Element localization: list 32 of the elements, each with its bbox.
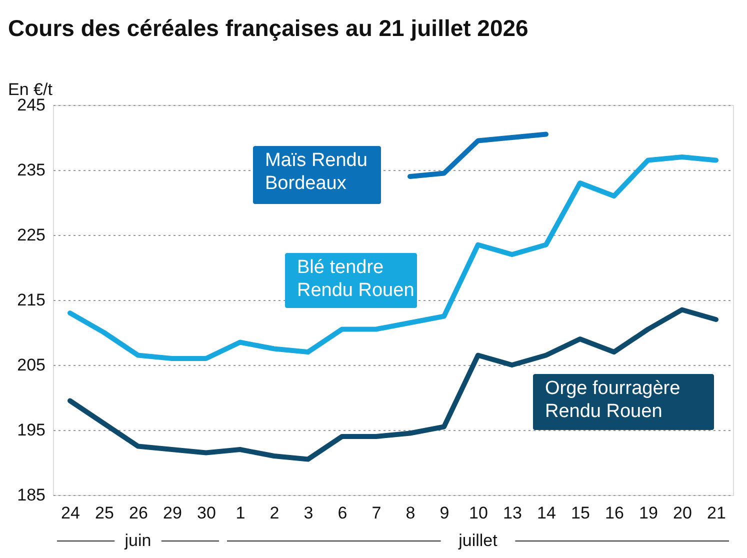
x-tick-label: 3	[304, 504, 314, 522]
x-tick-label: 30	[197, 504, 216, 522]
series-label: Blé tendre Rendu Rouen	[297, 257, 414, 301]
y-tick-label: 225	[17, 226, 46, 244]
text: juillet	[458, 531, 498, 550]
x-tick-label: 1	[236, 504, 246, 522]
text: Maïs Rendu Bordeaux	[265, 150, 368, 194]
x-tick-label: 9	[440, 504, 450, 522]
x-tick-label: 6	[338, 504, 348, 522]
y-tick-label: 235	[17, 160, 46, 180]
text: juin	[124, 531, 152, 550]
x-tick-label: 7	[372, 504, 382, 522]
x-tick-label: 10	[469, 504, 488, 522]
x-tick-label: 20	[673, 504, 692, 522]
y-tick-label: 185	[17, 486, 46, 504]
x-tick-label: 24	[61, 504, 80, 522]
x-tick-label: 19	[639, 504, 658, 522]
x-tick-label: 29	[163, 504, 182, 522]
x-tick-label: 13	[503, 504, 522, 522]
x-tick-label: 26	[129, 504, 148, 522]
y-tick-label: 195	[17, 420, 46, 440]
x-tick-label: 25	[95, 504, 114, 522]
x-tick-label: 14	[537, 504, 556, 522]
x-tick-label: 8	[406, 504, 416, 522]
y-tick-label: 215	[17, 290, 46, 310]
x-tick-label: 21	[707, 504, 726, 522]
x-tick-label: 15	[571, 504, 590, 522]
x-tick-label: 16	[605, 504, 624, 522]
x-tick-label: 2	[270, 504, 280, 522]
series-label: Orge fourragère Rendu Rouen	[545, 378, 680, 422]
chart-title: Cours des céréales françaises au 21 juillet 2026	[8, 15, 528, 41]
y-tick-label: 205	[17, 356, 46, 374]
